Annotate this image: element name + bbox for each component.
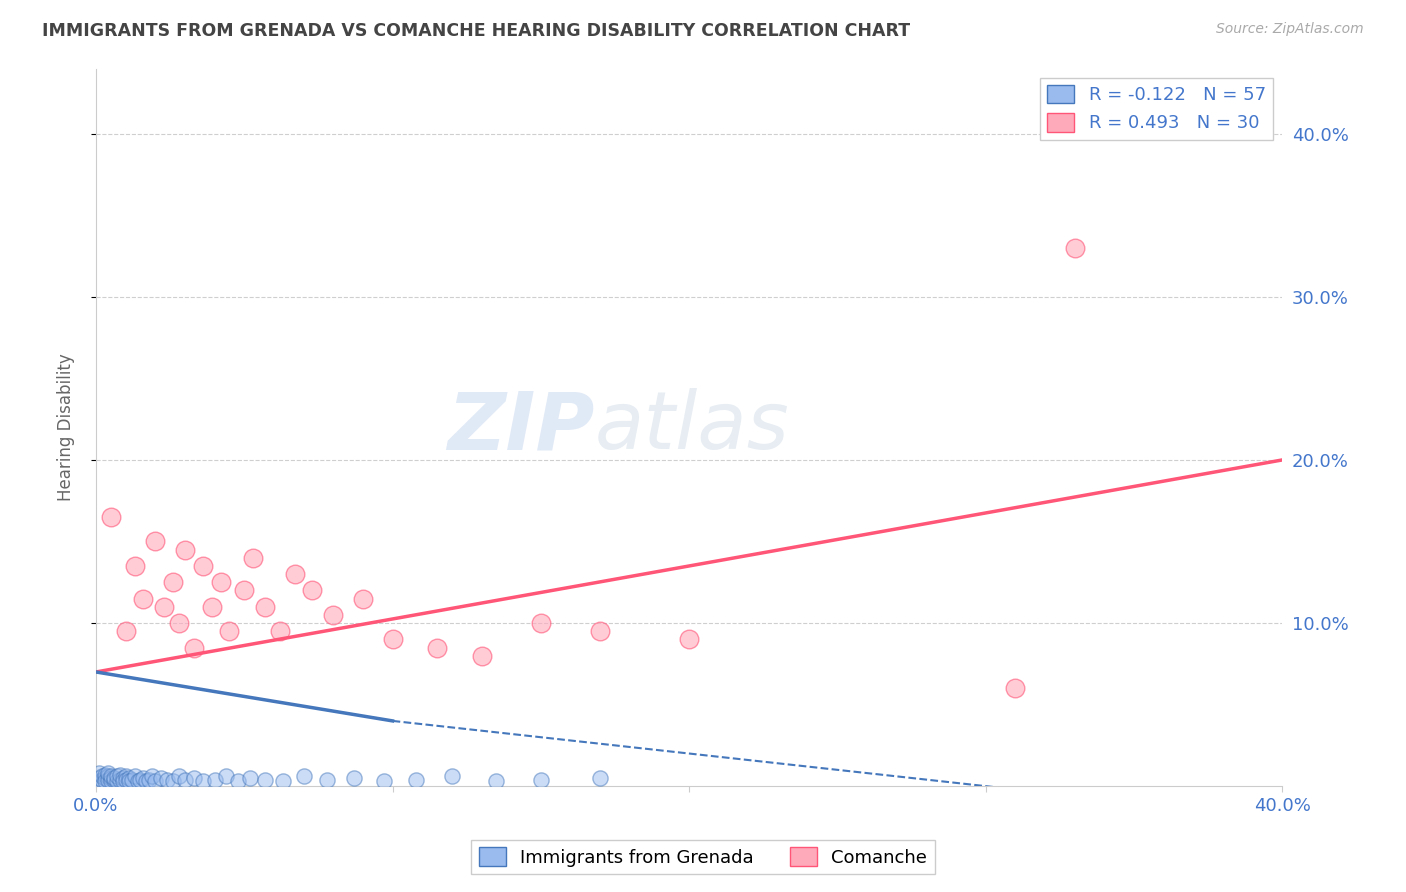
Point: [162, 774, 184, 789]
Point: [284, 567, 307, 582]
Point: [105, 774, 128, 789]
Point: [87, 774, 110, 789]
Point: [183, 771, 205, 785]
Point: [191, 774, 214, 789]
Point: [105, 769, 128, 783]
Point: [215, 769, 238, 783]
Point: [117, 774, 139, 789]
Point: [678, 632, 700, 647]
Point: [87, 771, 110, 785]
Point: [114, 772, 136, 787]
Point: [530, 772, 553, 787]
Point: [156, 772, 179, 787]
Point: [1063, 241, 1085, 255]
Text: atlas: atlas: [595, 388, 789, 467]
Point: [94, 768, 117, 782]
Point: [373, 774, 395, 789]
Point: [204, 772, 226, 787]
Point: [138, 772, 160, 787]
Point: [108, 768, 131, 782]
Point: [1004, 681, 1026, 696]
Point: [191, 558, 214, 573]
Point: [426, 640, 449, 655]
Point: [254, 772, 277, 787]
Point: [111, 774, 134, 789]
Legend: Immigrants from Grenada, Comanche: Immigrants from Grenada, Comanche: [471, 840, 935, 874]
Point: [292, 769, 315, 783]
Point: [233, 583, 256, 598]
Point: [201, 599, 224, 614]
Point: [343, 771, 366, 785]
Point: [97, 769, 120, 783]
Point: [111, 771, 134, 785]
Point: [228, 774, 250, 789]
Point: [103, 771, 125, 785]
Point: [100, 774, 122, 789]
Point: [174, 772, 197, 787]
Point: [254, 599, 277, 614]
Point: [94, 774, 117, 789]
Point: [132, 591, 155, 606]
Point: [162, 575, 184, 590]
Point: [141, 769, 163, 783]
Point: [209, 575, 232, 590]
Point: [316, 772, 339, 787]
Point: [108, 772, 131, 787]
Point: [97, 766, 120, 780]
Point: [87, 766, 110, 780]
Point: [114, 769, 136, 783]
Point: [440, 769, 463, 783]
Point: [269, 624, 291, 639]
Point: [100, 771, 122, 785]
Point: [97, 772, 120, 787]
Legend: R = -0.122   N = 57, R = 0.493   N = 30: R = -0.122 N = 57, R = 0.493 N = 30: [1040, 78, 1274, 140]
Y-axis label: Hearing Disability: Hearing Disability: [58, 353, 75, 501]
Point: [167, 769, 190, 783]
Point: [218, 624, 240, 639]
Point: [174, 542, 197, 557]
Point: [150, 771, 173, 785]
Point: [121, 772, 143, 787]
Point: [114, 624, 136, 639]
Text: ZIP: ZIP: [447, 388, 595, 467]
Text: Source: ZipAtlas.com: Source: ZipAtlas.com: [1216, 22, 1364, 37]
Point: [124, 558, 146, 573]
Point: [143, 534, 166, 549]
Point: [129, 772, 152, 787]
Point: [381, 632, 404, 647]
Point: [239, 771, 262, 785]
Point: [94, 771, 117, 785]
Point: [100, 769, 122, 783]
Point: [271, 774, 294, 789]
Point: [117, 771, 139, 785]
Point: [167, 615, 190, 630]
Point: [127, 774, 149, 789]
Point: [153, 599, 176, 614]
Point: [405, 772, 427, 787]
Point: [470, 648, 492, 663]
Text: IMMIGRANTS FROM GRENADA VS COMANCHE HEARING DISABILITY CORRELATION CHART: IMMIGRANTS FROM GRENADA VS COMANCHE HEAR…: [42, 22, 910, 40]
Point: [301, 583, 323, 598]
Point: [589, 624, 612, 639]
Point: [135, 774, 157, 789]
Point: [143, 774, 166, 789]
Point: [589, 771, 612, 785]
Point: [530, 615, 553, 630]
Point: [100, 510, 122, 524]
Point: [124, 769, 146, 783]
Point: [322, 607, 344, 622]
Point: [91, 769, 114, 783]
Point: [132, 771, 155, 785]
Point: [103, 772, 125, 787]
Point: [183, 640, 205, 655]
Point: [485, 774, 508, 789]
Point: [91, 772, 114, 787]
Point: [352, 591, 374, 606]
Point: [242, 550, 264, 565]
